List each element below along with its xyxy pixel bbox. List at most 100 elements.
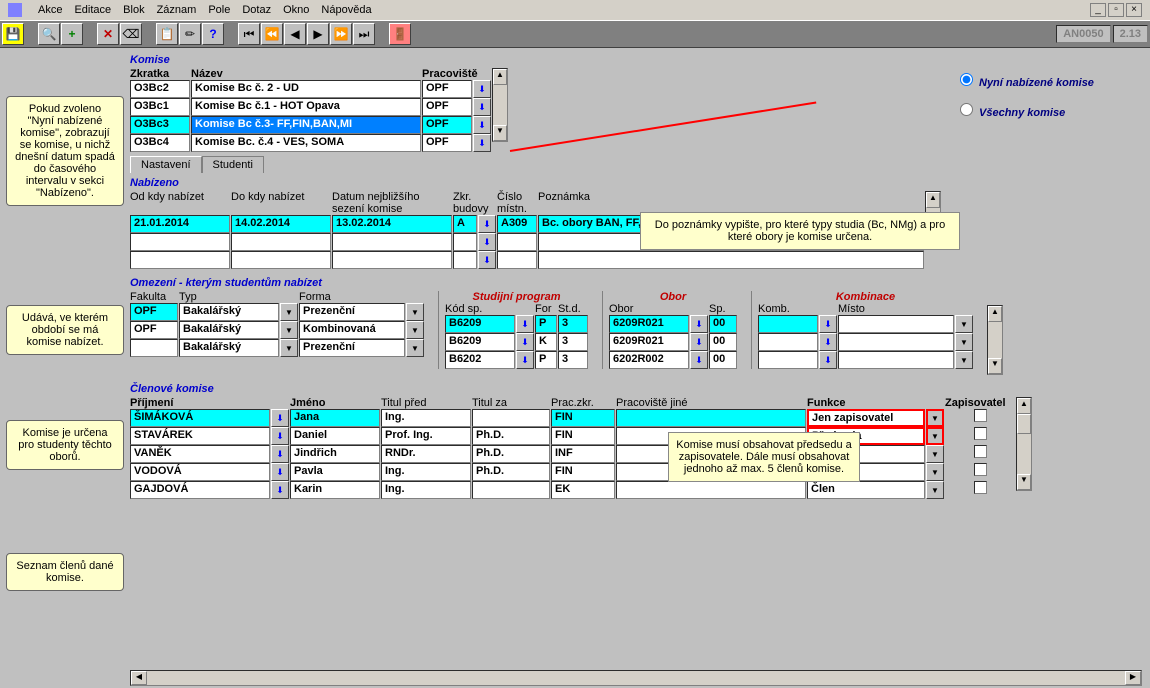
menu-zaznam[interactable]: Záznam	[157, 4, 197, 16]
dropdown-icon[interactable]: ▼	[926, 463, 944, 481]
help-icon[interactable]: ?	[202, 23, 224, 45]
prg-std[interactable]: 3	[558, 315, 588, 333]
lookup-icon[interactable]: ⬇	[271, 445, 289, 463]
lookup-icon[interactable]: ⬇	[690, 333, 708, 351]
nab-datum[interactable]: 13.02.2014	[332, 215, 452, 233]
dropdown-icon[interactable]: ▼	[406, 321, 424, 339]
lookup-icon[interactable]: ⬇	[473, 80, 491, 98]
komb-val[interactable]	[758, 315, 818, 333]
clen-tp[interactable]: Ing.	[381, 481, 471, 499]
clen-tz[interactable]	[472, 409, 550, 427]
om-fak[interactable]: OPF	[130, 321, 178, 339]
om-forma[interactable]: Prezenční	[299, 303, 405, 321]
dropdown-icon[interactable]: ▼	[926, 427, 944, 445]
nab-datum[interactable]	[332, 251, 452, 269]
clen-pz[interactable]: INF	[551, 445, 615, 463]
nab-mistn[interactable]	[497, 251, 537, 269]
nab-mistn[interactable]: A309	[497, 215, 537, 233]
clen-jmeno[interactable]: Karin	[290, 481, 380, 499]
tab-nastaveni[interactable]: Nastavení	[130, 156, 202, 173]
clen-tz[interactable]: Ph.D.	[472, 427, 550, 445]
lookup-icon[interactable]: ⬇	[473, 116, 491, 134]
prg-std[interactable]: 3	[558, 333, 588, 351]
nab-od[interactable]	[130, 233, 230, 251]
om-fak[interactable]	[130, 339, 178, 357]
komise-zkr[interactable]: O3Bc3	[130, 116, 190, 134]
prg-for[interactable]: P	[535, 351, 557, 369]
lookup-icon[interactable]: ⬇	[819, 333, 837, 351]
clen-zapisovatel-check[interactable]	[974, 481, 987, 494]
om-fak[interactable]: OPF	[130, 303, 178, 321]
clen-jmeno[interactable]: Jindřich	[290, 445, 380, 463]
dropdown-icon[interactable]: ▼	[955, 315, 973, 333]
lookup-icon[interactable]: ⬇	[473, 98, 491, 116]
obor-sp[interactable]: 00	[709, 315, 737, 333]
nab-do[interactable]	[231, 251, 331, 269]
next-icon[interactable]: ▶	[307, 23, 329, 45]
omezeni-scrollbar[interactable]: ▲▼	[987, 305, 1003, 375]
clen-pz[interactable]: FIN	[551, 427, 615, 445]
komise-prac[interactable]: OPF	[422, 98, 472, 116]
nab-od[interactable]: 21.01.2014	[130, 215, 230, 233]
radio-nyni[interactable]: Nyní nabízené komise	[960, 73, 1094, 89]
obor-sp[interactable]: 00	[709, 333, 737, 351]
minimize-btn[interactable]: _	[1090, 3, 1106, 17]
clen-pz[interactable]: FIN	[551, 409, 615, 427]
dropdown-icon[interactable]: ▼	[926, 481, 944, 499]
menu-akce[interactable]: Akce	[38, 4, 62, 16]
clen-tp[interactable]: Prof. Ing.	[381, 427, 471, 445]
prg-std[interactable]: 3	[558, 351, 588, 369]
dropdown-icon[interactable]: ▼	[926, 409, 944, 427]
dropdown-icon[interactable]: ▼	[280, 339, 298, 357]
komise-zkr[interactable]: O3Bc4	[130, 134, 190, 152]
nab-od[interactable]	[130, 251, 230, 269]
nab-do[interactable]: 14.02.2014	[231, 215, 331, 233]
om-typ[interactable]: Bakalářský	[179, 321, 279, 339]
clen-pz[interactable]: FIN	[551, 463, 615, 481]
obor-kod[interactable]: 6209R021	[609, 333, 689, 351]
lookup-icon[interactable]: ⬇	[819, 351, 837, 369]
dropdown-icon[interactable]: ▼	[280, 303, 298, 321]
nab-budova[interactable]	[453, 251, 477, 269]
nab-mistn[interactable]	[497, 233, 537, 251]
clen-tz[interactable]: Ph.D.	[472, 445, 550, 463]
first-icon[interactable]: ⏮	[238, 23, 260, 45]
komise-zkr[interactable]: O3Bc1	[130, 98, 190, 116]
komise-nazev[interactable]: Komise Bc č. 2 - UD	[191, 80, 421, 98]
lookup-icon[interactable]: ⬇	[819, 315, 837, 333]
om-forma[interactable]: Prezenční	[299, 339, 405, 357]
clen-prijmeni[interactable]: GAJDOVÁ	[130, 481, 270, 499]
lookup-icon[interactable]: ⬇	[516, 315, 534, 333]
clen-tz[interactable]	[472, 481, 550, 499]
prg-for[interactable]: P	[535, 315, 557, 333]
clen-tp[interactable]: Ing.	[381, 463, 471, 481]
nab-budova[interactable]	[453, 233, 477, 251]
menu-pole[interactable]: Pole	[208, 4, 230, 16]
clen-pz[interactable]: EK	[551, 481, 615, 499]
clen-prijmeni[interactable]: STAVÁREK	[130, 427, 270, 445]
dropdown-icon[interactable]: ▼	[955, 333, 973, 351]
komb-val[interactable]	[758, 351, 818, 369]
menu-dotaz[interactable]: Dotaz	[242, 4, 271, 16]
komise-nazev[interactable]: Komise Bc č.1 - HOT Opava	[191, 98, 421, 116]
clear-icon[interactable]: ⌫	[120, 23, 142, 45]
lookup-icon[interactable]: ⬇	[690, 315, 708, 333]
om-typ[interactable]: Bakalářský	[179, 339, 279, 357]
menu-editace[interactable]: Editace	[74, 4, 111, 16]
komise-prac[interactable]: OPF	[422, 134, 472, 152]
komb-misto[interactable]	[838, 315, 954, 333]
prg-kod[interactable]: B6209	[445, 315, 515, 333]
clen-tp[interactable]: Ing.	[381, 409, 471, 427]
clen-prijmeni[interactable]: VODOVÁ	[130, 463, 270, 481]
nab-datum[interactable]	[332, 233, 452, 251]
nab-pozn[interactable]	[538, 251, 924, 269]
lookup-icon[interactable]: ⬇	[478, 215, 496, 233]
prg-kod[interactable]: B6202	[445, 351, 515, 369]
lookup-icon[interactable]: ⬇	[516, 333, 534, 351]
obor-kod[interactable]: 6209R021	[609, 315, 689, 333]
prg-for[interactable]: K	[535, 333, 557, 351]
copy-icon[interactable]: 📋	[156, 23, 178, 45]
clen-prijmeni[interactable]: VANĚK	[130, 445, 270, 463]
komb-misto[interactable]	[838, 333, 954, 351]
nab-budova[interactable]: A	[453, 215, 477, 233]
